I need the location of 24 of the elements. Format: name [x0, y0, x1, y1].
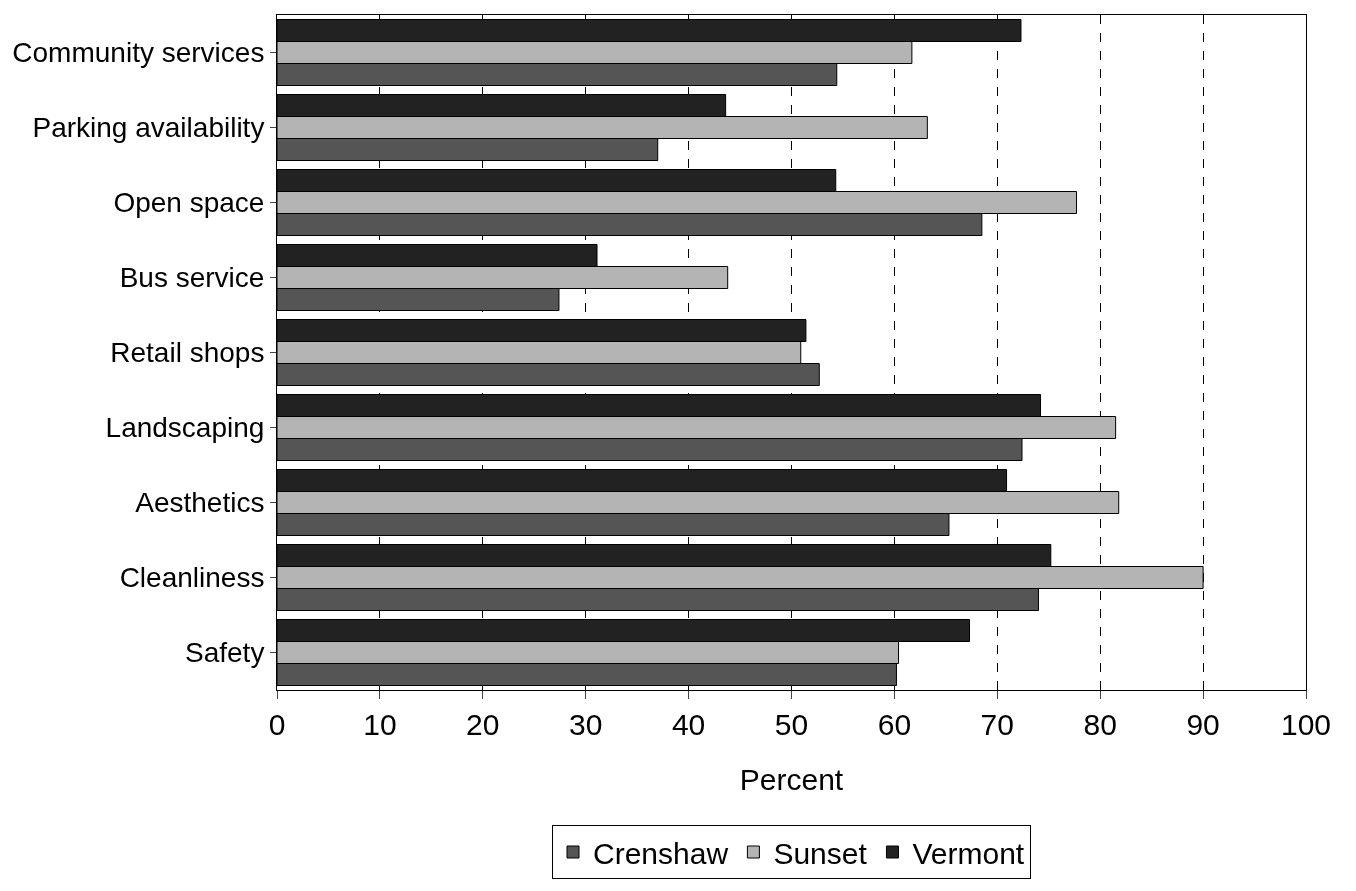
x-tick-label: 10 — [363, 708, 397, 741]
y-tick-label: Parking availability — [32, 112, 265, 144]
y-tick-label: Safety — [185, 637, 265, 669]
x-tick-label: 20 — [466, 708, 500, 741]
y-tick-label: Cleanliness — [119, 562, 265, 594]
y-tick-label: Landscaping — [105, 412, 265, 444]
y-tick-label: Bus service — [119, 262, 265, 294]
legend-label: Vermont — [912, 836, 1025, 870]
x-tick-label: 60 — [877, 708, 912, 741]
x-tick-label: 70 — [980, 708, 1014, 741]
y-tick-label: Community services — [12, 37, 265, 69]
y-tick-label: Open space — [113, 187, 265, 219]
x-tick-label: 100 — [1280, 708, 1332, 741]
x-tick-label: 50 — [774, 708, 809, 741]
x-tick-label: 80 — [1083, 708, 1117, 741]
y-tick-label: Aesthetics — [135, 487, 265, 519]
legend-label: Sunset — [773, 836, 868, 870]
x-tick-label: 40 — [671, 708, 706, 741]
x-tick-label: 30 — [569, 708, 603, 741]
y-tick-label: Retail shops — [110, 337, 265, 369]
x-tick-label: 0 — [268, 708, 286, 741]
x-axis-title: Percent — [739, 763, 844, 796]
legend-label: Crenshaw — [593, 836, 729, 870]
x-tick-label: 90 — [1186, 708, 1220, 741]
